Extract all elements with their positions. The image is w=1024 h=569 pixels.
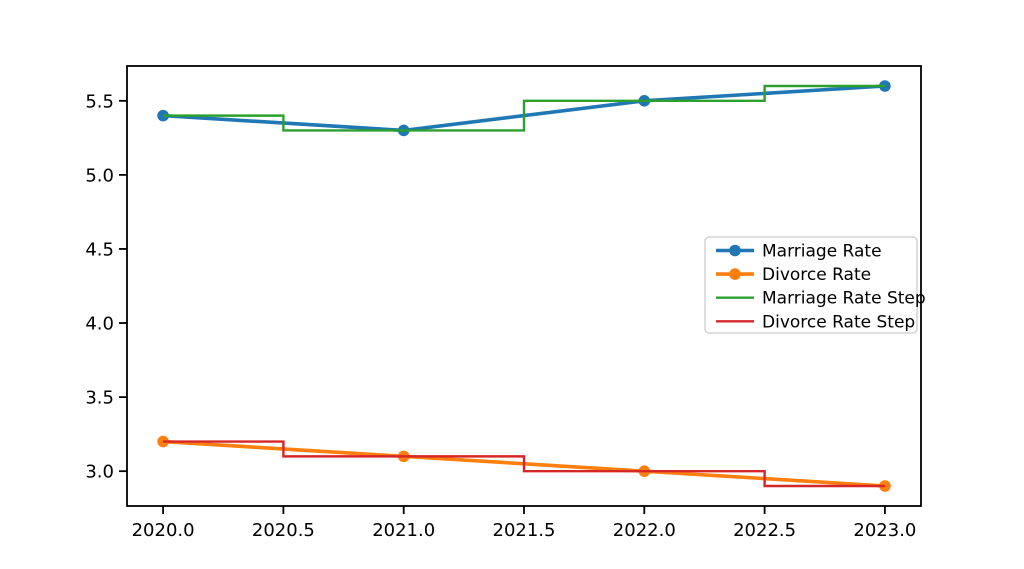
y-tick-label: 5.5 (85, 91, 114, 112)
x-tick-label: 2020.0 (132, 520, 195, 541)
x-tick-label: 2022.5 (733, 520, 796, 541)
legend-marriage-rate-step-label: Marriage Rate Step (762, 289, 926, 309)
x-tick-label: 2021.0 (372, 520, 435, 541)
legend-divorce-rate-label: Divorce Rate (762, 265, 871, 285)
legend-divorce-rate-step-label: Divorce Rate Step (762, 312, 915, 332)
legend-divorce-rate-marker (729, 268, 741, 280)
divorce-rate-step-line (163, 440, 885, 488)
y-tick-label: 3.5 (85, 388, 114, 409)
x-tick-label: 2021.5 (493, 520, 556, 541)
y-tick-label: 4.5 (85, 239, 114, 260)
marriage-rate-step-line (163, 84, 885, 132)
y-tick-label: 5.0 (85, 165, 114, 186)
x-tick-label: 2020.5 (252, 520, 315, 541)
y-tick-label: 3.0 (85, 462, 114, 483)
legend-marriage-rate-label: Marriage Rate (762, 242, 882, 262)
x-tick-label: 2022.0 (613, 520, 676, 541)
legend-marriage-rate-marker (729, 244, 741, 257)
x-tick-label: 2023.0 (853, 520, 916, 541)
legend-box (704, 236, 918, 334)
y-tick-label: 4.0 (85, 314, 114, 335)
